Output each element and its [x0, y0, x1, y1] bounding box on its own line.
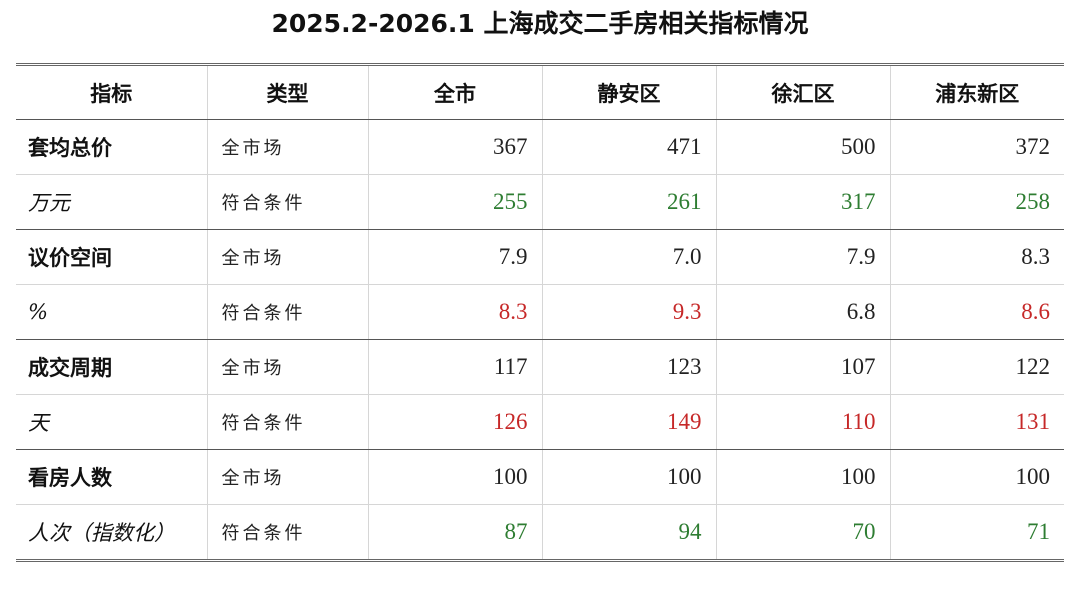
value-cell-xuhui: 500	[715, 119, 890, 175]
header-row: 指标 类型 全市 静安区 徐汇区 浦东新区	[16, 64, 1064, 120]
table-row: 成交周期 全市场 117 123 107 122	[16, 339, 1064, 395]
value-cell-xuhui: 100	[715, 449, 890, 505]
header-indicator: 指标	[16, 64, 207, 120]
value-cell-citywide: 117	[367, 339, 542, 395]
value-cell-pudong: 131	[889, 394, 1064, 450]
value-cell-citywide: 87	[367, 504, 542, 561]
table-row: % 符合条件 8.3 9.3 6.8 8.6	[16, 284, 1064, 340]
value-cell-xuhui: 110	[715, 394, 890, 450]
value-cell-pudong: 71	[889, 504, 1064, 561]
table-row: 看房人数 全市场 100 100 100 100	[16, 449, 1064, 505]
table-body: 套均总价 全市场 367 471 500 372 万元 符合条件 255 261 317 258 议价空…	[16, 119, 1064, 561]
indicator-unit: %	[16, 284, 207, 340]
value-cell-pudong: 122	[889, 339, 1064, 395]
value-cell-citywide: 255	[367, 174, 542, 230]
value-cell-citywide: 7.9	[367, 229, 542, 285]
indicator-name: 成交周期	[16, 339, 207, 395]
value-cell-jingan: 471	[541, 119, 716, 175]
value-cell-jingan: 7.0	[541, 229, 716, 285]
type-cell: 全市场	[206, 339, 368, 395]
value-cell-pudong: 372	[889, 119, 1064, 175]
value-cell-pudong: 258	[889, 174, 1064, 230]
value-cell-citywide: 367	[367, 119, 542, 175]
value-cell-jingan: 261	[541, 174, 716, 230]
value-cell-xuhui: 7.9	[715, 229, 890, 285]
page-title: 2025.2-2026.1 上海成交二手房相关指标情况	[271, 9, 809, 38]
header-type: 类型	[206, 64, 368, 120]
value-cell-pudong: 8.3	[889, 229, 1064, 285]
watermark	[1040, 586, 1080, 602]
value-cell-jingan: 149	[541, 394, 716, 450]
value-cell-pudong: 8.6	[889, 284, 1064, 340]
type-cell: 符合条件	[206, 394, 368, 450]
data-table: 指标 类型 全市 静安区 徐汇区 浦东新区 套均总价 全市场 367 471 500 37…	[16, 63, 1064, 562]
indicator-unit: 天	[16, 394, 207, 450]
table-row: 万元 符合条件 255 261 317 258	[16, 174, 1064, 230]
value-cell-pudong: 100	[889, 449, 1064, 505]
value-cell-jingan: 9.3	[541, 284, 716, 340]
value-cell-jingan: 123	[541, 339, 716, 395]
type-cell: 符合条件	[206, 284, 368, 340]
indicator-name: 议价空间	[16, 229, 207, 285]
table-row: 人次（指数化） 符合条件 87 94 70 71	[16, 504, 1064, 561]
value-cell-xuhui: 70	[715, 504, 890, 561]
table-row: 议价空间 全市场 7.9 7.0 7.9 8.3	[16, 229, 1064, 285]
value-cell-xuhui: 317	[715, 174, 890, 230]
table-row: 套均总价 全市场 367 471 500 372	[16, 119, 1064, 175]
value-cell-xuhui: 6.8	[715, 284, 890, 340]
header-pudong: 浦东新区	[889, 64, 1064, 120]
type-cell: 全市场	[206, 449, 368, 505]
value-cell-citywide: 8.3	[367, 284, 542, 340]
type-cell: 全市场	[206, 229, 368, 285]
type-cell: 全市场	[206, 119, 368, 175]
value-cell-citywide: 100	[367, 449, 542, 505]
type-cell: 符合条件	[206, 504, 368, 561]
indicator-unit: 万元	[16, 174, 207, 230]
header-jingan: 静安区	[541, 64, 716, 120]
type-cell: 符合条件	[206, 174, 368, 230]
value-cell-xuhui: 107	[715, 339, 890, 395]
table-row: 天符合条件 126 149 110 131	[16, 394, 1064, 450]
value-cell-jingan: 94	[541, 504, 716, 561]
header-xuhui: 徐汇区	[715, 64, 890, 120]
value-cell-jingan: 100	[541, 449, 716, 505]
indicator-name: 套均总价	[16, 119, 207, 175]
indicator-name: 看房人数	[16, 449, 207, 505]
indicator-unit: 人次（指数化）	[28, 521, 175, 545]
header-citywide: 全市	[367, 64, 542, 120]
value-cell-citywide: 126	[367, 394, 542, 450]
